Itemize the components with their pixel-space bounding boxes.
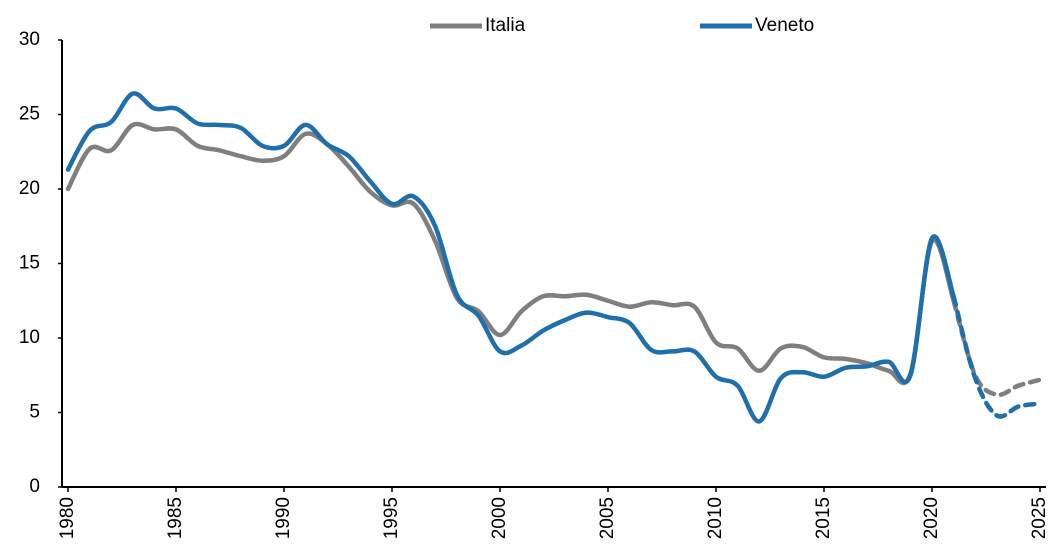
x-tick-label: 2020 (921, 497, 942, 539)
y-tick-label: 20 (19, 178, 40, 199)
y-tick-label: 25 (19, 104, 40, 125)
series-line (65, 121, 956, 386)
x-tick-label: 2025 (1029, 497, 1048, 539)
x-tick-label: 2010 (705, 497, 726, 539)
series-line (65, 91, 956, 424)
x-tick-label: 1985 (165, 497, 186, 539)
x-tick-label: 2015 (813, 497, 834, 539)
x-tick-label: 1990 (273, 497, 294, 539)
x-tick-label: 2005 (597, 497, 618, 539)
x-tick-label: 2000 (489, 497, 510, 539)
y-tick-label: 30 (19, 29, 40, 50)
y-tick-label: 15 (19, 253, 40, 274)
y-tick-label: 5 (29, 402, 40, 423)
legend-label: Veneto (755, 15, 814, 36)
legend-label: Italia (485, 15, 526, 36)
x-tick-label: 1980 (57, 497, 78, 539)
y-tick-label: 10 (19, 327, 40, 348)
y-tick-label: 0 (29, 476, 40, 497)
series-line-dashed (951, 294, 1043, 419)
x-tick-label: 1995 (381, 497, 402, 539)
